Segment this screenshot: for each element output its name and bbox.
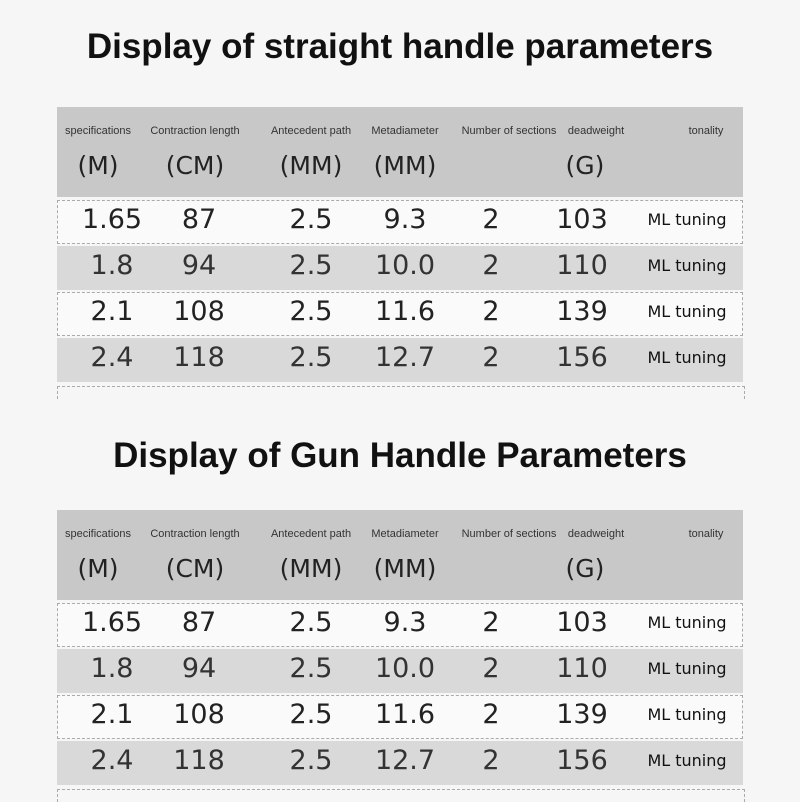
column-header-label: deadweight xyxy=(567,528,625,540)
table-cell: 103 xyxy=(556,607,608,638)
table-cell: 10.0 xyxy=(374,653,436,684)
table-header: specifications (M) Contraction length (CM) A… xyxy=(57,107,743,197)
column-header-label: Contraction length xyxy=(150,125,240,137)
column-header-unit: (G) xyxy=(565,151,605,180)
table-cell: ML tuning xyxy=(647,613,727,632)
table-cell: 2.5 xyxy=(289,653,333,684)
table-cell: 156 xyxy=(556,745,608,776)
column-header-label: Metadiameter xyxy=(371,125,439,137)
table-cell: 2.5 xyxy=(289,699,333,730)
table-cell: 2.4 xyxy=(90,745,134,776)
table-cell: 2 xyxy=(482,250,500,281)
table-cell: ML tuning xyxy=(647,302,727,321)
table-cell: 1.8 xyxy=(90,250,134,281)
table-cell: 2 xyxy=(482,653,500,684)
table-cell: 110 xyxy=(556,653,608,684)
column-header-unit: (MM) xyxy=(279,554,343,583)
gun-handle-title: Display of Gun Handle Parameters xyxy=(113,436,687,475)
table-cell: 2 xyxy=(482,745,500,776)
table-row: 2.1 108 2.5 11.6 2 139 ML tuning xyxy=(57,292,743,336)
table-cell: ML tuning xyxy=(647,256,727,275)
straight-handle-table: specifications (M) Contraction length (CM) A… xyxy=(57,107,745,399)
table-cell: 2.1 xyxy=(90,296,134,327)
table-row: 1.8 94 2.5 10.0 2 110 ML tuning xyxy=(57,246,743,290)
table-cell: 87 xyxy=(181,607,217,638)
table-row: 1.65 87 2.5 9.3 2 103 ML tuning xyxy=(57,603,743,647)
table-cell: 103 xyxy=(556,204,608,235)
table-cell: 2.5 xyxy=(289,296,333,327)
table-cell: 110 xyxy=(556,250,608,281)
table-cell: 2.5 xyxy=(289,250,333,281)
table-cell: 11.6 xyxy=(374,699,436,730)
table-cell: 2.5 xyxy=(289,204,333,235)
column-header-label: deadweight xyxy=(567,125,625,137)
column-header-label: tonality xyxy=(688,125,724,137)
table-cell: 2.4 xyxy=(90,342,134,373)
table-cell: 9.3 xyxy=(383,607,427,638)
table-cell: 2 xyxy=(482,204,500,235)
column-header-unit: (CM) xyxy=(165,151,225,180)
column-header-unit: (MM) xyxy=(373,554,437,583)
table-cell: 1.65 xyxy=(81,607,143,638)
column-header-label: Metadiameter xyxy=(371,528,439,540)
column-header-label: tonality xyxy=(688,528,724,540)
table-row: 1.65 87 2.5 9.3 2 103 ML tuning xyxy=(57,200,743,244)
table-cell: 2.5 xyxy=(289,607,333,638)
table-cell: ML tuning xyxy=(647,348,727,367)
table-cell: 2 xyxy=(482,607,500,638)
table-divider xyxy=(57,386,745,399)
column-header-label: Number of sections xyxy=(461,528,557,540)
column-header-unit: (M) xyxy=(77,554,119,583)
straight-handle-title: Display of straight handle parameters xyxy=(86,27,714,66)
table-header: specifications (M) Contraction length (CM) A… xyxy=(57,510,743,600)
table-cell: 2 xyxy=(482,342,500,373)
column-header-label: Number of sections xyxy=(461,125,557,137)
column-header-label: Antecedent path xyxy=(270,125,352,137)
table-cell: 1.65 xyxy=(81,204,143,235)
gun-handle-table: specifications (M) Contraction length (CM) A… xyxy=(57,510,745,802)
table-cell: ML tuning xyxy=(647,659,727,678)
table-cell: 94 xyxy=(181,653,217,684)
table-row: 1.8 94 2.5 10.0 2 110 ML tuning xyxy=(57,649,743,693)
table-cell: 2.5 xyxy=(289,745,333,776)
table-cell: 2 xyxy=(482,296,500,327)
table-cell: 156 xyxy=(556,342,608,373)
column-header-unit: (M) xyxy=(77,151,119,180)
table-cell: 12.7 xyxy=(374,342,436,373)
table-cell: 139 xyxy=(556,296,608,327)
column-header-unit: (MM) xyxy=(279,151,343,180)
table-cell: ML tuning xyxy=(647,751,727,770)
table-cell: 10.0 xyxy=(374,250,436,281)
table-row: 2.4 118 2.5 12.7 2 156 ML tuning xyxy=(57,741,743,785)
table-cell: 94 xyxy=(181,250,217,281)
column-header-label: specifications xyxy=(64,528,132,540)
table-cell: ML tuning xyxy=(647,705,727,724)
table-cell: 2 xyxy=(482,699,500,730)
table-cell: 2.1 xyxy=(90,699,134,730)
table-cell: 9.3 xyxy=(383,204,427,235)
table-cell: 11.6 xyxy=(374,296,436,327)
table-row: 2.4 118 2.5 12.7 2 156 ML tuning xyxy=(57,338,743,382)
table-cell: 12.7 xyxy=(374,745,436,776)
table-cell: 139 xyxy=(556,699,608,730)
table-cell: ML tuning xyxy=(647,210,727,229)
table-cell: 118 xyxy=(173,342,225,373)
table-cell: 87 xyxy=(181,204,217,235)
table-cell: 108 xyxy=(173,296,225,327)
column-header-unit: (G) xyxy=(565,554,605,583)
table-cell: 118 xyxy=(173,745,225,776)
table-divider xyxy=(57,789,745,802)
table-cell: 2.5 xyxy=(289,342,333,373)
table-row: 2.1 108 2.5 11.6 2 139 ML tuning xyxy=(57,695,743,739)
column-header-label: Antecedent path xyxy=(270,528,352,540)
table-cell: 1.8 xyxy=(90,653,134,684)
column-header-label: Contraction length xyxy=(150,528,240,540)
table-cell: 108 xyxy=(173,699,225,730)
column-header-unit: (MM) xyxy=(373,151,437,180)
column-header-label: specifications xyxy=(64,125,132,137)
column-header-unit: (CM) xyxy=(165,554,225,583)
